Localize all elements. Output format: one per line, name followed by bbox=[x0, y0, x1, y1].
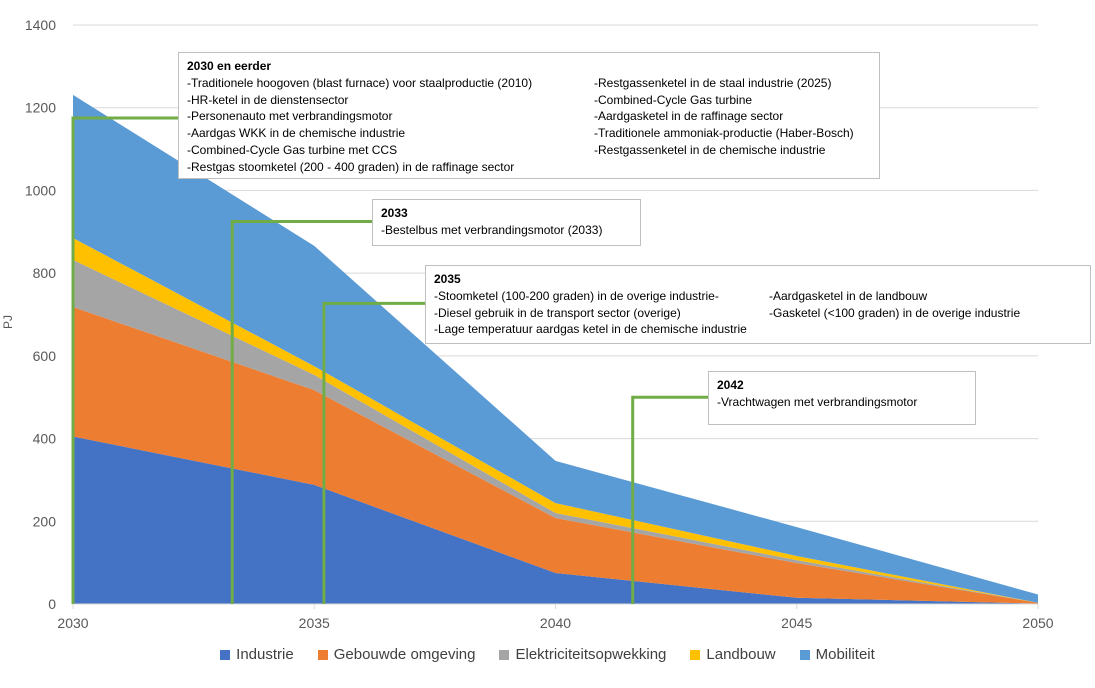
axes: 0 200 400 600 800 1000 1200 1400 2030 2035 2040 204… bbox=[25, 17, 1054, 631]
area-gebouwde-omgeving bbox=[73, 307, 1038, 604]
legend-swatch bbox=[317, 649, 328, 660]
annotation-leader-2035 bbox=[322, 301, 425, 604]
y-tick-label: 1400 bbox=[25, 17, 56, 33]
annotation-box-2042: 2042 -Vrachtwagen met verbrandingsmotor bbox=[708, 371, 976, 425]
annotation-item: -Aardgas WKK in de chemische industrie bbox=[187, 126, 406, 141]
annotation-item: -Restgassenketel in de staal industrie (… bbox=[594, 75, 832, 90]
annotation-item: -Lage temperatuur aardgas ketel in de ch… bbox=[434, 322, 747, 337]
legend-label: Industrie bbox=[236, 646, 294, 663]
x-tick-label: 2050 bbox=[1022, 615, 1053, 631]
x-tick-label: 2040 bbox=[540, 615, 571, 631]
annotation-leader-lines bbox=[71, 116, 708, 604]
annotation-title: 2035 bbox=[434, 272, 461, 286]
legend-label: Mobiliteit bbox=[815, 646, 875, 663]
annotation-item: -Combined-Cycle Gas turbine met CCS bbox=[187, 142, 398, 157]
annotation-item: -Traditionele ammoniak-productie (Haber-… bbox=[594, 126, 854, 141]
y-axis-label: PJ bbox=[1, 315, 15, 329]
annotation-item: -Restgassenketel in de chemische industr… bbox=[594, 142, 826, 157]
y-tick-label: 400 bbox=[33, 431, 57, 447]
legend-swatch bbox=[220, 649, 231, 660]
annotation-title: 2033 bbox=[381, 206, 408, 220]
area-series bbox=[73, 94, 1038, 604]
y-tick-label: 800 bbox=[33, 265, 57, 281]
legend: Industrie Gebouwde omgeving Elektriciteits… bbox=[0, 646, 1095, 663]
annotation-item: -Traditionele hoogoven (blast furnace) v… bbox=[187, 75, 533, 90]
x-tick-label: 2045 bbox=[781, 615, 812, 631]
annotation-leader-2042 bbox=[631, 395, 708, 604]
x-tick-label: 2035 bbox=[299, 615, 330, 631]
legend-label: Gebouwde omgeving bbox=[333, 646, 476, 663]
annotation-box-2035: 2035 -Stoomketel (100-200 graden) in de o… bbox=[425, 265, 1091, 344]
annotation-item: -Vrachtwagen met verbrandingsmotor bbox=[717, 394, 918, 409]
annotation-box-2033: 2033 -Bestelbus met verbrandingsmotor (20… bbox=[372, 199, 641, 246]
annotation-item: -Stoomketel (100-200 graden) in de overi… bbox=[434, 288, 719, 303]
legend-item: Industrie bbox=[220, 646, 294, 663]
annotation-item: -Restgas stoomketel (200 - 400 graden) i… bbox=[187, 159, 515, 174]
annotation-item: -Combined-Cycle Gas turbine bbox=[594, 92, 753, 107]
area-industrie bbox=[73, 436, 1038, 604]
annotation-item: -Gasketel (<100 graden) in de overige in… bbox=[769, 305, 1021, 320]
legend-swatch bbox=[799, 649, 810, 660]
legend-swatch bbox=[499, 649, 510, 660]
annotation-item: -Aardgasketel in de landbouw bbox=[769, 288, 928, 303]
annotation-leader-2030 bbox=[71, 116, 178, 604]
legend-item: Elektriciteitsopwekking bbox=[499, 646, 666, 663]
y-tick-label: 1200 bbox=[25, 100, 56, 116]
x-tick-label: 2030 bbox=[57, 615, 88, 631]
annotation-item: -Bestelbus met verbrandingsmotor (2033) bbox=[381, 222, 603, 237]
annotation-item: -Diesel gebruik in de transport sector (… bbox=[434, 305, 681, 320]
legend-label: Elektriciteitsopwekking bbox=[515, 646, 667, 663]
y-tick-label: 1000 bbox=[25, 182, 56, 198]
y-tick-label: 200 bbox=[33, 513, 57, 529]
annotation-item: -HR-ketel in de dienstensector bbox=[187, 92, 349, 107]
annotation-leader-2033 bbox=[230, 219, 372, 604]
legend-label: Landbouw bbox=[706, 646, 776, 663]
annotation-item: -Personenauto met verbrandingsmotor bbox=[187, 109, 393, 124]
annotation-title: 2042 bbox=[717, 378, 744, 392]
annotation-title: 2030 en eerder bbox=[187, 59, 272, 73]
legend-swatch bbox=[690, 649, 701, 660]
annotation-item: -Aardgasketel in de raffinage sector bbox=[594, 109, 784, 124]
y-tick-label: 600 bbox=[33, 348, 57, 364]
legend-item: Landbouw bbox=[690, 646, 776, 663]
annotation-box-2030: 2030 en eerder -Traditionele hoogoven (bl… bbox=[178, 52, 880, 179]
legend-item: Gebouwde omgeving bbox=[317, 646, 476, 663]
y-tick-label: 0 bbox=[48, 596, 56, 612]
legend-item: Mobiliteit bbox=[799, 646, 875, 663]
area-mobiliteit bbox=[73, 94, 1038, 603]
